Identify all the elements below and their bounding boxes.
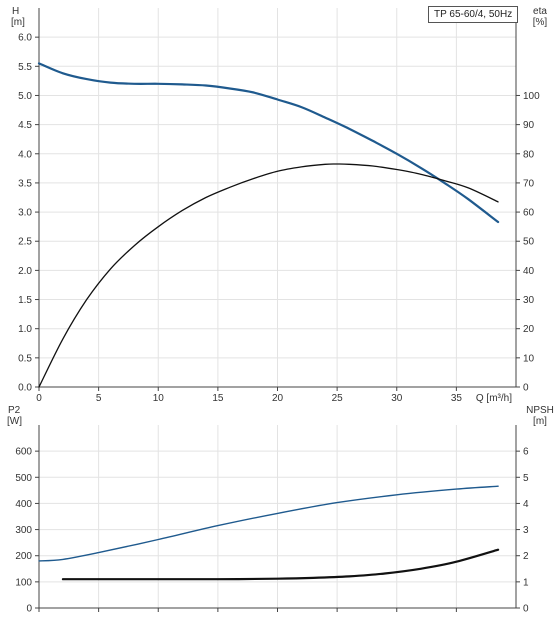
y-tick-label-left: 2.5 (18, 237, 32, 248)
x-tick-label: 30 (391, 393, 403, 404)
grid-lines (38, 8, 516, 388)
x-tick-label: 25 (332, 393, 344, 404)
efficiency-curve (38, 163, 499, 388)
y-tick-label-right: 4 (523, 499, 529, 510)
left-axis-unit: [m] (11, 17, 25, 28)
y-tick-label-right: 100 (523, 91, 540, 102)
x-tick-label: 15 (212, 393, 224, 404)
y-tick-label-right: 10 (523, 353, 535, 364)
y-tick-label-left: 4.0 (18, 149, 32, 160)
y-tick-label-left: 200 (15, 551, 32, 562)
left-axis-title: P2 (8, 405, 21, 416)
y-tick-label-right: 60 (523, 208, 535, 219)
y-tick-label-right: 20 (523, 324, 535, 335)
x-tick-label: 10 (153, 393, 165, 404)
right-axis-title: eta (533, 6, 547, 17)
y-tick-label-left: 1.5 (18, 295, 32, 306)
y-tick-label-right: 50 (523, 237, 535, 248)
y-tick-label-left: 400 (15, 499, 32, 510)
y-tick-label-left: 500 (15, 473, 32, 484)
power-curve (38, 485, 499, 562)
y-tick-label-right: 0 (523, 604, 529, 615)
y-tick-label-left: 2.0 (18, 266, 32, 277)
y-tick-label-right: 1 (523, 577, 529, 588)
power-npsh-panel: 0 100 200 300 400 500 600 0 1 2 3 4 5 6 P2[W] NPSH[m] (7, 405, 554, 615)
npsh-curve (61, 548, 500, 581)
y-tick-label-left: 100 (15, 577, 32, 588)
x-tick-label: 5 (96, 393, 102, 404)
x-axis-title: Q [m³/h] (476, 393, 512, 404)
head-curve (37, 62, 500, 224)
y-tick-label-right: 0 (523, 383, 529, 394)
y-tick-label-left: 3.0 (18, 208, 32, 219)
y-tick-label-left: 0.0 (18, 383, 32, 394)
model-label: TP 65-60/4, 50Hz (428, 6, 519, 23)
y-tick-label-right: 40 (523, 266, 535, 277)
y-tick-label-left: 4.5 (18, 120, 32, 131)
y-tick-label-right: 5 (523, 473, 529, 484)
y-tick-label-left: 0.5 (18, 353, 32, 364)
y-tick-label-right: 3 (523, 525, 529, 536)
left-axis-title: H (12, 6, 19, 17)
y-tick-label-left: 600 (15, 447, 32, 458)
y-tick-label-right: 6 (523, 447, 529, 458)
left-axis-unit: [W] (7, 416, 22, 427)
y-tick-label-left: 5.5 (18, 62, 32, 73)
x-tick-label: 0 (36, 393, 42, 404)
x-tick-label: 20 (272, 393, 284, 404)
y-tick-label-left: 3.5 (18, 178, 32, 189)
y-tick-label-right: 80 (523, 149, 535, 160)
y-tick-label-left: 5.0 (18, 91, 32, 102)
y-tick-label-right: 70 (523, 178, 535, 189)
y-tick-label-right: 30 (523, 295, 535, 306)
x-tick-label: 35 (451, 393, 463, 404)
right-axis-unit: [m] (533, 416, 547, 427)
y-tick-label-left: 6.0 (18, 33, 32, 44)
right-axis-title: NPSH (526, 405, 554, 416)
y-tick-label-right: 2 (523, 551, 529, 562)
y-tick-label-left: 1.0 (18, 324, 32, 335)
y-tick-label-right: 90 (523, 120, 535, 131)
grid-lines (38, 425, 516, 609)
head-efficiency-panel: 0.0 0.5 1.0 1.5 2.0 2.5 3.0 3.5 4.0 4.5 5.0 5.5 6.0 0… (11, 6, 547, 404)
right-axis-unit: [%] (533, 17, 548, 28)
y-tick-label-left: 300 (15, 525, 32, 536)
y-tick-label-left: 0 (26, 604, 32, 615)
